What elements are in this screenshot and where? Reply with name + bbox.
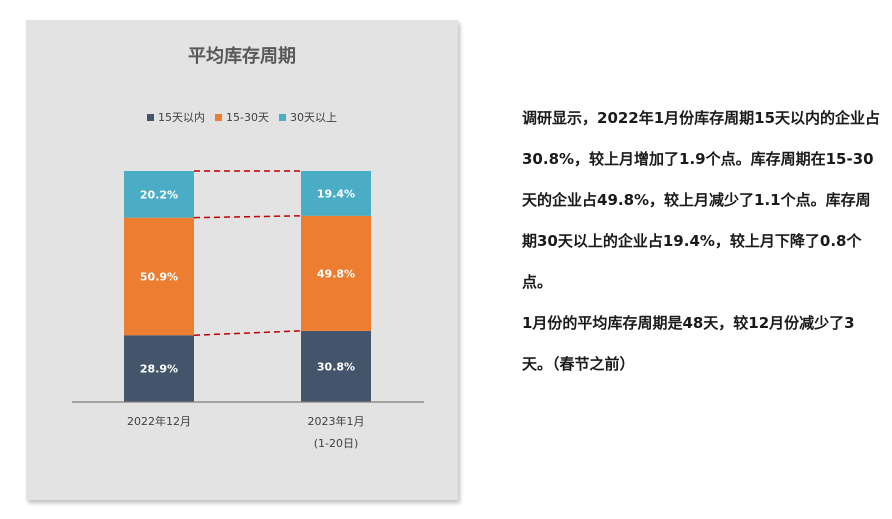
data-label-within-15-days: 28.9% <box>140 363 178 376</box>
bar-segment-15-30-days <box>124 217 194 336</box>
data-label-over-30-days: 19.4% <box>317 187 355 200</box>
bar-segment-over-30-days <box>301 171 371 216</box>
chart-title: 平均库存周期 <box>188 46 296 67</box>
x-tick-sublabel: (1-20日) <box>314 437 359 450</box>
data-label-15-30-days: 49.8% <box>317 267 355 280</box>
legend-item-over-30-days: 30天以上 <box>278 109 337 125</box>
data-label-over-30-days: 20.2% <box>140 188 178 201</box>
legend-swatch-15-30-days <box>215 113 223 121</box>
legend-swatch-over-30-days <box>278 113 286 121</box>
data-label-within-15-days: 30.8% <box>317 360 355 373</box>
bar-segment-over-30-days <box>124 171 194 218</box>
description-paragraph-1: 调研显示，2022年1月份库存周期15天以内的企业占30.8%，较上月增加了1.… <box>522 109 881 291</box>
description-paragraph-2: 1月份的平均库存周期是48天，较12月份减少了3天。（春节之前） <box>522 314 855 373</box>
stacked-bar-plot: 28.9% 50.9% 20.2% 2022年12月 30.8% 49.8% 19.4% 20… <box>72 170 424 450</box>
description-text: 调研显示，2022年1月份库存周期15天以内的企业占30.8%，较上月增加了1.… <box>522 98 882 385</box>
connector-line <box>193 215 302 219</box>
legend-item-15-30-days: 15-30天 <box>215 109 269 125</box>
legend-swatch-within-15-days <box>147 113 155 121</box>
bar-segment-within-15-days <box>301 330 371 402</box>
data-label-15-30-days: 50.9% <box>140 270 178 283</box>
x-tick-label: 2022年12月 <box>127 414 191 428</box>
legend-label-over-30-days: 30天以上 <box>289 111 337 124</box>
legend-label-15-30-days: 15-30天 <box>226 111 269 124</box>
bar-segment-within-15-days <box>124 335 194 402</box>
chart-panel: 平均库存周期 15天以内 15-30天 30天以上 28.9% 50.9% 20.2… <box>26 20 458 500</box>
bar-segment-15-30-days <box>301 215 371 331</box>
chart-legend: 15天以内 15-30天 30天以上 <box>26 109 458 125</box>
x-tick-label: 2023年1月 <box>308 414 365 428</box>
legend-item-within-15-days: 15天以内 <box>147 109 205 125</box>
legend-label-within-15-days: 15天以内 <box>158 111 206 124</box>
connector-line <box>193 330 302 336</box>
